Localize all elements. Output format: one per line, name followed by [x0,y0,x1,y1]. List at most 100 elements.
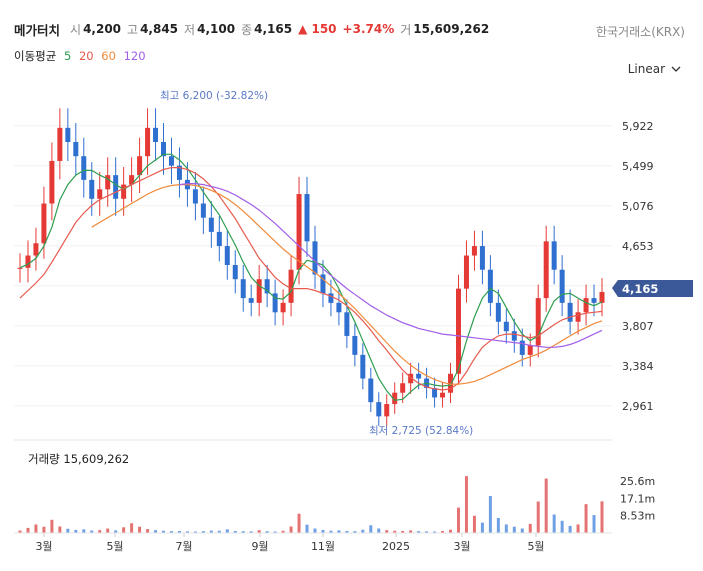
candle-body [153,127,159,143]
volume-bar [353,531,357,533]
volume-bar [98,530,102,533]
volume-bar [18,530,22,533]
volume-tick-label: 8.53m [620,510,655,523]
volume-bar [313,528,317,533]
volume-header: 거래량 15,609,262 [28,452,129,466]
volume-bar [193,531,197,533]
volume-bar [417,531,421,533]
volume-bar [217,530,221,533]
candle-body [168,156,174,166]
candles [17,108,605,426]
candle-body [256,279,262,303]
candle-body [432,387,438,398]
candle-body [408,373,414,384]
time-tick-label: 9월 [251,540,268,553]
candle-body [129,175,135,185]
scale-dropdown[interactable]: Linear [628,62,681,76]
time-tick-label: 7월 [175,540,192,553]
open-label: 시 [70,22,82,37]
volume-bar [42,526,46,533]
candle-body [304,194,310,242]
quote-header: 메가터치 시 4,200 고 4,845 저 4,100 종 4,165 ▲ 1… [14,20,495,38]
candle-body [416,373,422,379]
volume-bar [50,519,54,533]
volume-bar [289,526,293,533]
volume-bar [58,526,62,533]
volume-bar [377,528,381,533]
volume-bar [568,525,572,533]
candle-body [264,279,270,294]
volume-bar [456,507,460,533]
ma-legend[interactable]: 이동평균 5 20 60 120 [14,48,150,64]
candle-body [463,255,469,289]
candle-body [145,127,151,157]
low-label: 저 [184,22,196,37]
volume-bar [281,530,285,533]
volume-bar [488,496,492,533]
candle-body [591,298,597,303]
price-tick-label: 3,384 [622,360,654,373]
candle-body [575,312,581,322]
stock-name: 메가터치 [14,22,61,38]
candle-body [599,291,605,303]
grid-lines [14,125,612,407]
volume-bar [297,513,301,533]
volume-bar [552,514,556,533]
exchange-name: 한국거래소(KRX) [596,25,685,39]
low-value: 4,100 [197,22,236,36]
volume-bar [441,530,445,533]
volume-bar [409,530,413,533]
time-axis: 3월 5월 7월 9월 11월 2025 3월 5월 [35,533,545,553]
change-percent: +3.74% [342,22,395,36]
candle-body [25,255,31,268]
volume-bar [90,530,94,533]
volume-bar [576,524,580,533]
candle-body [312,241,318,275]
volume-bar [225,529,229,533]
open-value: 4,200 [83,22,122,36]
current-price: 4,165 [622,282,658,296]
time-tick-label: 5월 [106,540,123,553]
candle-body [200,203,206,218]
candle-body [567,302,573,322]
candle-body [495,302,501,322]
volume-bar [329,530,333,533]
candle-body [176,165,182,180]
volume-bar [122,527,126,533]
volume-bar [520,528,524,533]
candle-body [320,274,326,294]
ma-legend-title: 이동평균 [14,49,57,63]
volume-bar [177,530,181,533]
candle-body [551,241,557,270]
volume-tick-label: 25.6m [620,475,655,488]
candle-body [57,127,63,161]
candle-body [535,298,541,346]
candle-body [400,383,406,393]
candle-body [89,179,95,199]
candle-body [328,293,334,303]
candle-body [376,402,382,417]
candle-body [49,160,55,204]
volume-bar [241,531,245,533]
price-tick-label: 5,922 [622,120,654,133]
candle-body [583,298,589,313]
candle-body [137,156,143,176]
time-tick-label: 11월 [311,540,335,553]
candle-body [33,243,39,256]
candle-body [344,312,350,336]
candle-body [113,175,119,199]
candle-body [368,378,374,403]
volume-bar [66,528,70,533]
candle-body [192,189,198,204]
time-tick-label: 5월 [527,540,544,553]
scale-label: Linear [627,62,665,76]
volume-bar [345,530,349,533]
volume-bar [393,530,397,533]
volume-bar [321,529,325,533]
volume-bar [528,523,532,533]
volume-bar [114,530,118,533]
candle-body [352,335,358,355]
volume-bar [600,501,604,533]
volume-bar [592,515,596,533]
